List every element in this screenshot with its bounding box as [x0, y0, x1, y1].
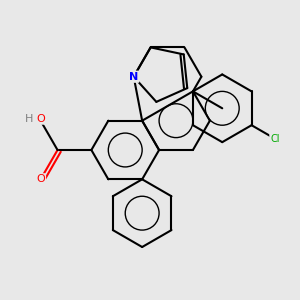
- Text: N: N: [129, 72, 138, 82]
- Text: O: O: [36, 174, 45, 184]
- Text: Cl: Cl: [270, 134, 280, 144]
- Text: H: H: [25, 114, 33, 124]
- Text: O: O: [36, 114, 45, 124]
